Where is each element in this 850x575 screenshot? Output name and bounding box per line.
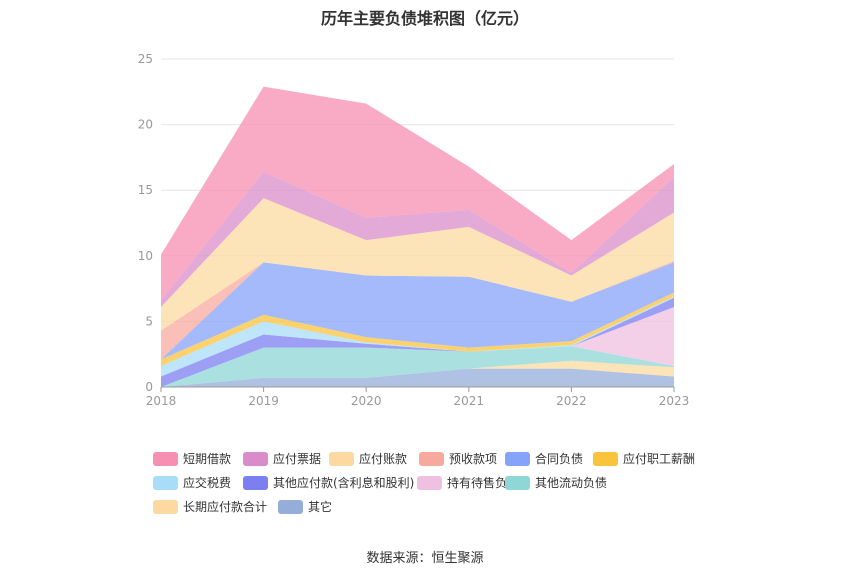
legend-swatch — [417, 475, 442, 490]
legend-label: 预收款项 — [449, 452, 498, 466]
legend-item[interactable]: 应付账款 — [329, 450, 407, 467]
legend-item[interactable]: 应交税费 — [153, 474, 231, 491]
legend-swatch — [243, 451, 268, 466]
legend-item[interactable]: 持有待售负债 — [417, 474, 519, 491]
legend-item[interactable]: 长期应付款合计 — [153, 498, 267, 515]
y-tick-label: 25 — [138, 52, 153, 66]
x-tick-label: 2020 — [351, 394, 382, 408]
legend-item[interactable]: 其他应付款(含利息和股利) — [243, 474, 414, 491]
legend-swatch — [505, 451, 530, 466]
data-source: 数据来源：恒生聚源 — [366, 551, 484, 566]
legend-label: 其他流动负债 — [535, 476, 608, 490]
legend-swatch — [278, 499, 303, 514]
legend-label: 长期应付款合计 — [183, 500, 268, 514]
y-tick-label: 15 — [138, 183, 153, 197]
x-tick-label: 2023 — [659, 394, 690, 408]
y-tick-label: 20 — [138, 118, 153, 132]
area-series — [161, 297, 674, 387]
legend-swatch — [153, 499, 178, 514]
area-series — [161, 262, 674, 360]
legend-label: 合同负债 — [535, 452, 584, 466]
x-tick-label: 2018 — [146, 394, 177, 408]
legend-swatch — [153, 451, 178, 466]
area-series — [161, 346, 674, 387]
area-series — [161, 368, 674, 387]
x-tick-label: 2022 — [556, 394, 587, 408]
legend-label: 短期借款 — [183, 452, 232, 466]
y-tick-label: 5 — [145, 314, 153, 328]
legend-label: 持有待售负债 — [447, 476, 520, 490]
legend-item[interactable]: 其他流动负债 — [505, 474, 607, 491]
area-series — [161, 171, 674, 307]
legend-swatch — [419, 451, 444, 466]
legend-swatch — [593, 451, 618, 466]
legend-label: 应付职工薪酬 — [623, 452, 696, 466]
legend-item[interactable]: 应付职工薪酬 — [593, 450, 695, 467]
legend-label: 其他应付款(含利息和股利) — [273, 476, 415, 490]
legend-swatch — [153, 475, 178, 490]
legend-swatch — [329, 451, 354, 466]
plot-area: 0 5 10 15 20 25 2018 2019 2020 2021 2022 2023 — [138, 52, 690, 408]
legend-swatch — [243, 475, 268, 490]
x-tick-label: 2019 — [248, 394, 279, 408]
y-tick-label: 0 — [145, 380, 153, 394]
x-tick-label: 2021 — [454, 394, 485, 408]
area-series — [161, 198, 674, 331]
y-tick-label: 10 — [138, 249, 153, 263]
legend-item[interactable]: 预收款项 — [419, 450, 497, 467]
legend-item[interactable]: 应付票据 — [243, 450, 321, 467]
legend-item[interactable]: 短期借款 — [153, 450, 231, 467]
legend-item[interactable]: 合同负债 — [505, 450, 583, 467]
legend-label: 应付账款 — [359, 452, 408, 466]
legend-label: 其它 — [308, 500, 333, 514]
legend-item[interactable]: 其它 — [278, 498, 332, 515]
area-series — [161, 360, 674, 387]
chart-title: 历年主要负债堆积图（亿元） — [320, 9, 529, 28]
area-series — [161, 86, 674, 301]
legend-label: 应付票据 — [273, 452, 322, 466]
legend-swatch — [505, 475, 530, 490]
legend-label: 应交税费 — [183, 476, 232, 490]
